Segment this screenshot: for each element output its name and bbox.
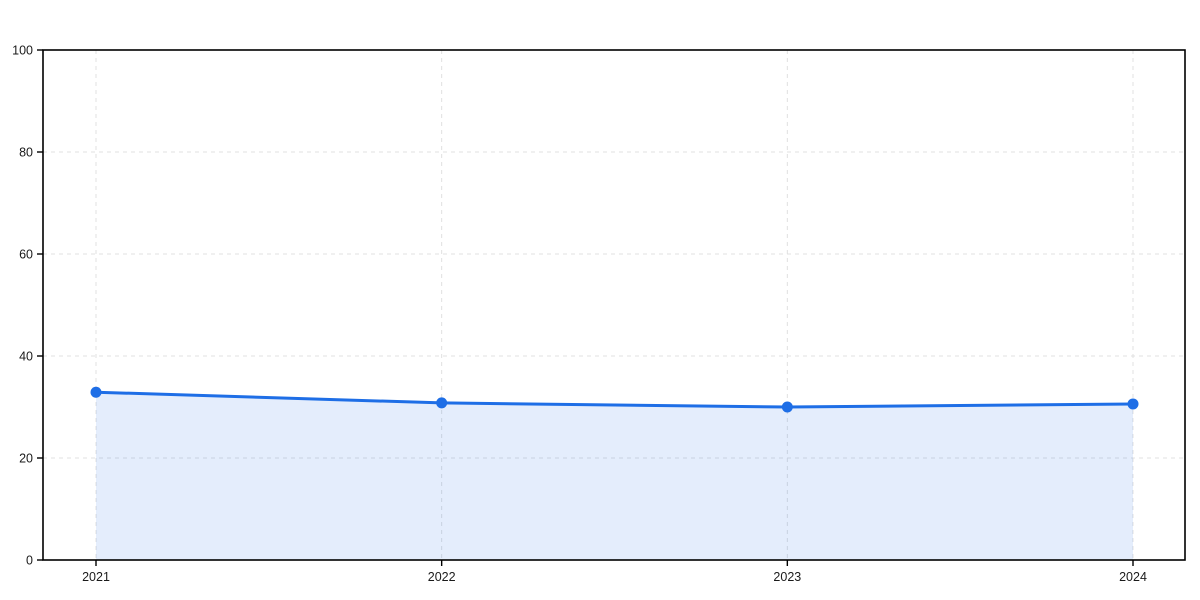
y-tick-label: 100 bbox=[12, 44, 33, 58]
x-tick-label: 2023 bbox=[773, 570, 801, 584]
y-tick-label: 20 bbox=[19, 452, 33, 466]
plot-border bbox=[42, 49, 1186, 561]
data-point-marker bbox=[781, 401, 793, 413]
x-tick-label: 2022 bbox=[428, 570, 456, 584]
area-fill bbox=[96, 392, 1133, 560]
y-tick-label: 40 bbox=[19, 350, 33, 364]
y-tick-label: 80 bbox=[19, 146, 33, 160]
data-point-marker bbox=[1127, 398, 1139, 410]
y-tick-label: 0 bbox=[26, 554, 33, 568]
y-tick-label: 60 bbox=[19, 248, 33, 262]
data-point-marker bbox=[90, 386, 102, 398]
data-point-marker bbox=[436, 397, 448, 409]
trend-line bbox=[94, 390, 1135, 409]
x-tick-label: 2021 bbox=[82, 570, 110, 584]
x-tick-label: 2024 bbox=[1119, 570, 1147, 584]
